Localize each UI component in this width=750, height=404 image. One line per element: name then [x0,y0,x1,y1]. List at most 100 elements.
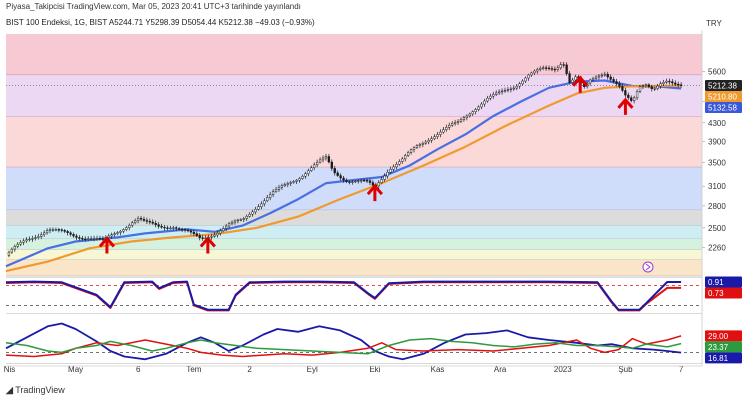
candle-body-212 [627,94,630,98]
candle-body-14 [45,230,49,234]
candle-body-213 [630,97,633,101]
candle-body-217 [641,85,645,87]
zone-band-8 [6,259,702,276]
candle-body-82 [245,216,248,219]
candle-body-4 [16,243,19,247]
candle-body-168 [497,91,501,94]
candle-body-40 [122,229,125,232]
candle-body-13 [43,232,46,236]
candle-body-107 [318,159,322,163]
candle-body-95 [283,184,287,187]
candle-body-147 [436,134,439,137]
buy-arrow-icon [366,183,384,202]
y-tick-label-7: 2500 [708,224,726,233]
candle-body-117 [348,181,351,183]
brand-label: TradingView [15,385,65,395]
candle-body-124 [368,180,372,183]
y-tick-label-4: 3500 [708,159,726,168]
candle-body-177 [524,77,527,82]
candle-body-1 [7,251,11,256]
zone-band-3 [6,167,702,211]
candle-body-228 [674,82,677,85]
candle-body-8 [28,238,31,241]
candle-body-65 [195,233,198,236]
arrow-head-4 [617,97,634,109]
candle-body-154 [456,121,460,123]
price-badge-1 [705,91,742,103]
candle-body-39 [119,230,122,233]
candle-body-11 [37,236,40,238]
candle-body-193 [571,79,574,83]
candle-body-30 [92,238,96,240]
candle-body-119 [354,180,357,183]
candle-body-219 [647,84,650,87]
candle-body-175 [518,83,521,87]
arrow-head-0 [98,236,116,248]
candle-body-111 [330,161,333,169]
candle-body-16 [51,229,55,231]
y-tick-label-6: 2800 [708,202,726,211]
candle-body-84 [251,211,254,215]
candle-body-134 [398,161,401,165]
candle-body-209 [618,83,621,87]
candle-body-144 [427,140,430,143]
candle-body-25 [78,237,81,239]
arrow-head-3 [572,75,589,87]
candle-body-31 [95,238,99,240]
y-tick-label-5: 3100 [708,182,726,191]
candle-body-226 [668,80,671,83]
x-tick-label-10: Şub [618,365,633,374]
osc2-badge-label-2: 16.81 [708,354,729,363]
candle-body-128 [380,179,383,183]
candle-body-103 [307,170,310,174]
candle-body-125 [371,182,375,186]
candle-body-123 [365,180,369,182]
candle-body-5 [19,242,22,245]
candle-body-110 [327,156,331,163]
candle-body-173 [512,87,515,90]
candle-body-215 [635,91,639,99]
candle-body-100 [298,178,301,181]
candle-body-225 [665,80,668,83]
candle-body-182 [539,67,542,70]
candle-body-192 [568,73,571,83]
candle-body-43 [131,222,134,226]
zone-band-7 [6,250,702,260]
candle-body-96 [286,183,289,185]
candle-body-142 [421,143,424,145]
candle-body-23 [72,234,75,237]
candle-body-94 [280,185,284,188]
x-tick-label-6: Eki [369,365,380,374]
candle-body-81 [242,218,245,220]
candle-body-97 [289,182,292,184]
candle-body-18 [57,229,60,231]
buy-arrow-icon [199,236,216,254]
price-badge-2 [705,102,742,114]
candle-body-161 [477,106,480,110]
candle-body-76 [227,223,231,227]
arrow-head-1 [199,236,216,248]
candle-body-58 [175,227,178,229]
candle-body-216 [638,86,642,92]
candle-body-3 [13,246,16,250]
tradingview-logo-icon: ◢ [6,385,13,395]
candle-body-207 [612,79,615,82]
zone-band-2 [6,117,702,168]
candle-body-15 [48,229,52,231]
candle-body-139 [412,147,416,150]
candle-body-92 [274,189,278,192]
candle-body-220 [650,86,653,89]
candle-body-155 [459,119,463,122]
icon-ring [642,261,654,273]
candle-body-149 [442,129,445,133]
candle-body-176 [521,80,524,85]
candle-body-108 [321,157,325,161]
candle-body-203 [600,74,604,77]
candle-body-29 [89,238,93,240]
osc2-line-1 [5,335,682,358]
candle-body-73 [219,230,222,234]
candle-body-223 [659,83,662,87]
candle-body-132 [392,166,395,170]
osc2-badge-label-1: 23.37 [708,343,729,352]
